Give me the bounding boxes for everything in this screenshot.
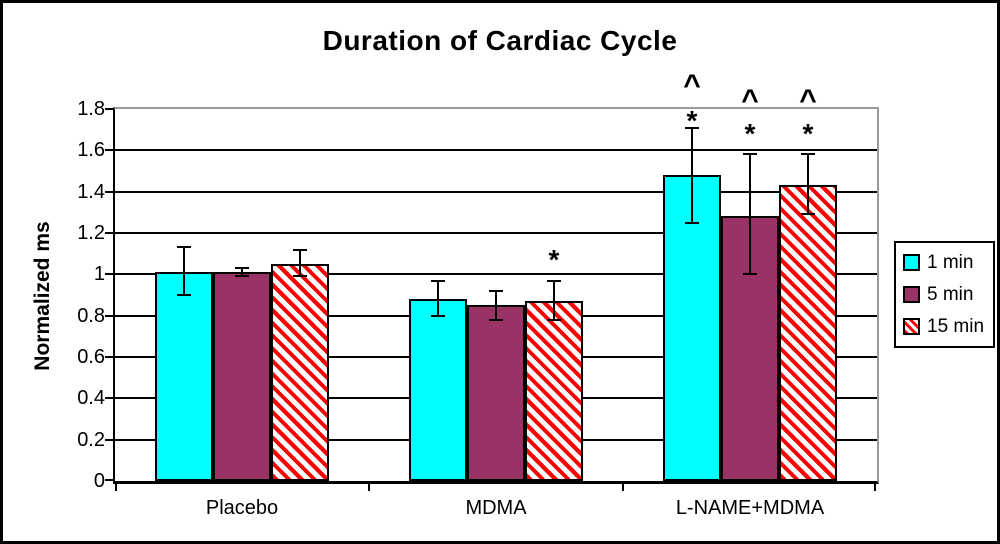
x-axis-tick [622,484,624,491]
error-bar-cap [489,318,503,321]
error-bar-cap [489,289,503,292]
error-bar-cap [293,275,307,278]
y-axis-tick-label: 1 [93,263,105,286]
annotation-caret: ^ [683,69,701,103]
error-bar-cap [743,273,757,276]
legend-item: 5 min [903,285,986,304]
error-bar-cap [685,221,699,224]
error-bar-cap [547,279,561,282]
bar-15min-MDMA [525,301,583,481]
x-axis-category-label: Placebo [205,497,279,519]
error-bar-cap [431,314,445,317]
error-bar-cap [547,318,561,321]
bar-1min-Placebo [155,272,213,481]
chart-title: Duration of Cardiac Cycle [322,25,678,56]
y-axis-tick-label: 0.6 [77,346,105,368]
y-axis-tick-label: 0.2 [77,428,105,451]
y-axis-tick-label: 0.8 [77,304,105,327]
error-bar-cap [293,248,307,251]
error-bar-cap [431,279,445,282]
legend-swatch-1min-icon [903,254,920,271]
y-axis-tick-label: 1.2 [77,222,105,244]
bar-5min-MDMA [467,305,525,481]
x-axis-category-label: MDMA [465,497,527,519]
annotation-caret: ^ [741,83,759,117]
error-bar [241,268,243,277]
y-axis-tick [105,149,113,152]
legend-label: 5 min [927,284,974,305]
y-axis-tick-label: 1.8 [77,98,105,120]
error-bar [495,290,497,320]
y-axis-tick [105,356,113,358]
error-bar [691,127,693,223]
error-bar-cap [235,275,249,278]
annotation-star: * [548,243,560,275]
annotation-star: * [744,117,756,149]
y-axis-tick-label: 0.4 [77,387,105,410]
error-bar-cap [685,126,699,129]
y-axis-tick [105,232,113,234]
legend-swatch-5min-icon [903,286,920,303]
y-axis-tick-label: 0 [93,470,105,492]
gridline [115,190,877,193]
legend-label: 1 min [927,252,974,273]
error-bar [807,154,809,215]
error-bar [299,249,301,277]
y-axis-tick-label: 1.6 [77,139,105,162]
legend: 1 min 5 min 15 min [894,241,995,348]
x-axis-tick [874,484,876,491]
error-bar-cap [235,267,249,270]
x-axis-tick [368,484,370,491]
error-bar [749,154,751,275]
legend-label: 15 min [927,316,985,337]
y-axis-tick [105,314,113,317]
annotation-caret: ^ [799,83,817,117]
legend-swatch-15min-icon [903,318,920,335]
x-axis-category-label: L-NAME+MDMA [675,497,825,519]
error-bar-cap [177,246,191,249]
y-axis-tick [105,108,113,110]
x-axis-tick [115,484,117,491]
y-axis-tick-label: 1.4 [77,180,105,203]
y-axis-tick [105,479,113,481]
legend-item: 1 min [903,253,986,272]
y-axis-tick [105,273,113,276]
bar-5min-Placebo [213,272,271,481]
gridline [115,232,877,234]
annotation-star: * [686,105,698,137]
error-bar-cap [801,213,815,216]
error-bar-cap [177,294,191,296]
legend-item: 15 min [903,317,986,336]
y-axis-tick [105,190,113,193]
annotation-star: * [802,117,814,149]
bar-1min-MDMA [409,299,467,481]
y-axis-tick [105,397,113,400]
error-bar-cap [801,153,815,156]
gridline [115,149,877,152]
error-bar [437,280,439,316]
error-bar [553,280,555,320]
error-bar-cap [743,153,757,156]
bar-15min-Placebo [271,264,329,481]
bar-15min-L-NAME+MDMA [779,185,837,481]
plot-area: * * ^ * ^ * ^ [105,71,879,491]
y-axis-tick [105,438,113,441]
gridline [115,273,877,276]
error-bar [183,247,185,295]
